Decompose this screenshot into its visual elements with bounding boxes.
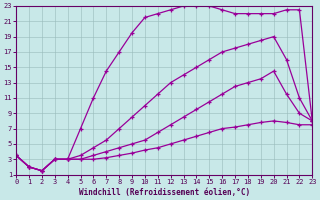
X-axis label: Windchill (Refroidissement éolien,°C): Windchill (Refroidissement éolien,°C) — [79, 188, 250, 197]
